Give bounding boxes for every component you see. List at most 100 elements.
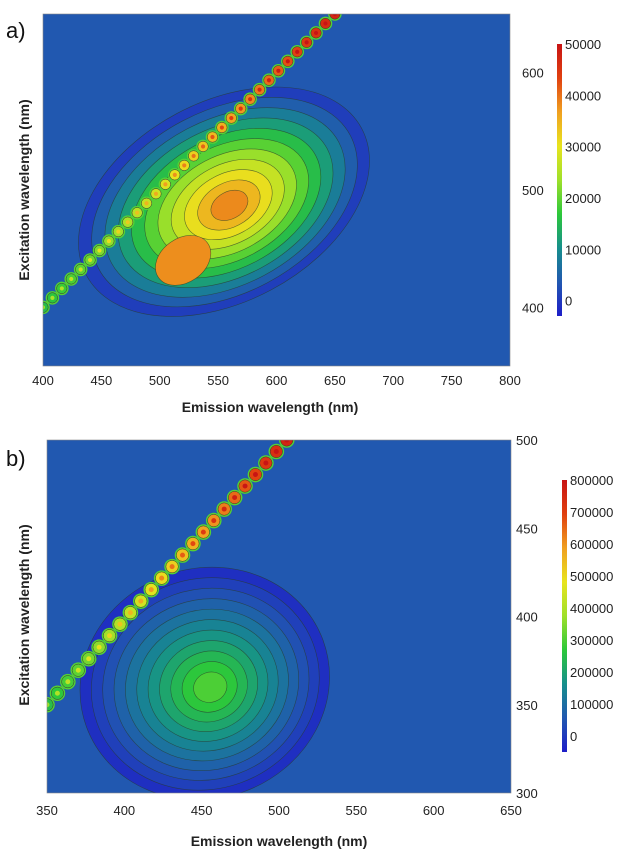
- scatter-bead-core: [159, 575, 165, 581]
- contour-fill-a: [78, 86, 370, 317]
- colorbar-tick-label: 800000: [570, 473, 613, 488]
- scatter-bead-core: [221, 506, 227, 512]
- scatter-bead: [43, 301, 49, 313]
- panel-label-b: b): [6, 446, 26, 471]
- x-tick-label: 450: [91, 373, 113, 388]
- panel-label-a: a): [6, 18, 26, 43]
- contour-level: [210, 189, 249, 221]
- scatter-bead-core: [263, 460, 269, 466]
- scatter-bead-core: [190, 541, 196, 547]
- colorbar-tick-label: 300000: [570, 633, 613, 648]
- scatter-bead-core: [50, 295, 55, 300]
- x-tick-label: 500: [149, 373, 171, 388]
- chart-b: b) 350 400 450 500 550 600 650 300 350 400 450 500…: [6, 433, 613, 849]
- x-tick-label: 600: [423, 803, 445, 818]
- colorbar-tick-label: 0: [570, 729, 577, 744]
- scatter-bead-core: [69, 276, 74, 282]
- scatter-bead-core: [135, 210, 140, 215]
- colorbar-tick-label: 700000: [570, 505, 613, 520]
- y-tick-label: 350: [516, 698, 538, 713]
- x-tick-label: 550: [345, 803, 367, 818]
- scatter-bead-core: [96, 644, 102, 650]
- scatter-bead-core: [125, 220, 130, 225]
- scatter-bead-core: [266, 78, 272, 83]
- colorbar-tick-label: 0: [565, 294, 572, 309]
- x-axis-label-a: Emission wavelength (nm): [182, 399, 359, 415]
- scatter-bead: [47, 698, 54, 712]
- colorbar-tick-label: 10000: [565, 242, 601, 257]
- x-tick-label: 500: [268, 803, 290, 818]
- scatter-bead-core: [116, 229, 121, 234]
- scatter-bead-core: [276, 68, 281, 73]
- scatter-bead-core: [210, 134, 215, 140]
- colorbar-a: 50000 40000 30000 20000 10000 0: [557, 37, 601, 316]
- plot-border-b: [46, 439, 512, 794]
- x-tick-label: 350: [36, 803, 58, 818]
- scatter-bead-core: [97, 248, 102, 253]
- scatter-line-b: [47, 440, 295, 713]
- colorbar-ticks-b: 800000 700000 600000 500000 400000 300000 2000…: [570, 473, 613, 744]
- scatter-bead-core: [163, 182, 168, 187]
- scatter-bead-core: [248, 97, 253, 102]
- scatter-line-a: [43, 14, 342, 315]
- scatter-bead-core: [106, 239, 111, 244]
- scatter-bead-core: [144, 201, 149, 206]
- scatter-bead-core: [138, 598, 144, 604]
- x-tick-label: 450: [191, 803, 213, 818]
- scatter-bead: [329, 14, 341, 20]
- colorbar-tick-label: 100000: [570, 697, 613, 712]
- colorbar-b: 800000 700000 600000 500000 400000 300000 2000…: [562, 473, 613, 752]
- scatter-bead-core: [238, 106, 243, 111]
- chart-a: a) 400 450 500 550 600 650 700 750 800 400 500 600…: [6, 13, 601, 415]
- y-tick-label: 400: [522, 300, 544, 315]
- colorbar-tick-label: 40000: [565, 88, 601, 103]
- contour-fill-b: [79, 566, 330, 793]
- scatter-bead-core: [127, 610, 133, 616]
- scatter-bead-core: [172, 172, 177, 177]
- x-tick-label: 650: [324, 373, 346, 388]
- scatter-bead-core: [169, 564, 175, 570]
- scatter-bead-core: [252, 472, 258, 478]
- plot-border-a: [42, 13, 511, 367]
- colorbar-tick-label: 200000: [570, 665, 613, 680]
- scatter-bead-core: [242, 483, 248, 489]
- y-axis-b: 300 350 400 450 500: [516, 433, 538, 801]
- contour-peak: [155, 235, 212, 286]
- scatter-bead-core: [304, 40, 309, 45]
- x-axis-a: 400 450 500 550 600 650 700 750 800: [32, 373, 521, 388]
- scatter-bead-core: [117, 621, 123, 627]
- scatter-bead-core: [200, 529, 206, 535]
- y-tick-label: 500: [522, 183, 544, 198]
- scatter-bead-core: [229, 116, 234, 121]
- x-tick-label: 700: [382, 373, 404, 388]
- y-tick-label: 300: [516, 786, 538, 801]
- x-axis-label-b: Emission wavelength (nm): [191, 833, 368, 849]
- scatter-bead-core: [87, 257, 93, 263]
- scatter-bead-core: [148, 587, 154, 593]
- scatter-bead-core: [180, 552, 185, 558]
- scatter-bead-core: [232, 495, 238, 501]
- scatter-bead-core: [107, 633, 113, 639]
- colorbar-tick-label: 500000: [570, 569, 613, 584]
- colorbar-tick-label: 30000: [565, 140, 601, 155]
- scatter-bead-core: [200, 144, 206, 149]
- scatter-bead: [280, 440, 294, 447]
- scatter-bead-core: [313, 30, 319, 36]
- y-axis-label-a: Excitation wavelength (nm): [16, 99, 32, 280]
- scatter-bead-core: [332, 14, 337, 17]
- y-axis-a: 400 500 600: [522, 66, 544, 316]
- scatter-bead-core: [284, 440, 290, 443]
- x-tick-label: 400: [113, 803, 135, 818]
- scatter-bead-core: [211, 518, 217, 524]
- scatter-bead-core: [47, 702, 50, 708]
- y-tick-label: 450: [516, 521, 538, 536]
- y-axis-label-b: Excitation wavelength (nm): [16, 524, 32, 705]
- scatter-bead-core: [86, 656, 92, 662]
- colorbar-tick-label: 20000: [565, 191, 601, 206]
- scatter-bead-core: [153, 191, 159, 196]
- scatter-bead-core: [65, 679, 71, 685]
- colorbar-tick-label: 50000: [565, 37, 601, 52]
- scatter-bead-core: [54, 690, 60, 696]
- colorbar-ticks-a: 50000 40000 30000 20000 10000 0: [565, 37, 601, 309]
